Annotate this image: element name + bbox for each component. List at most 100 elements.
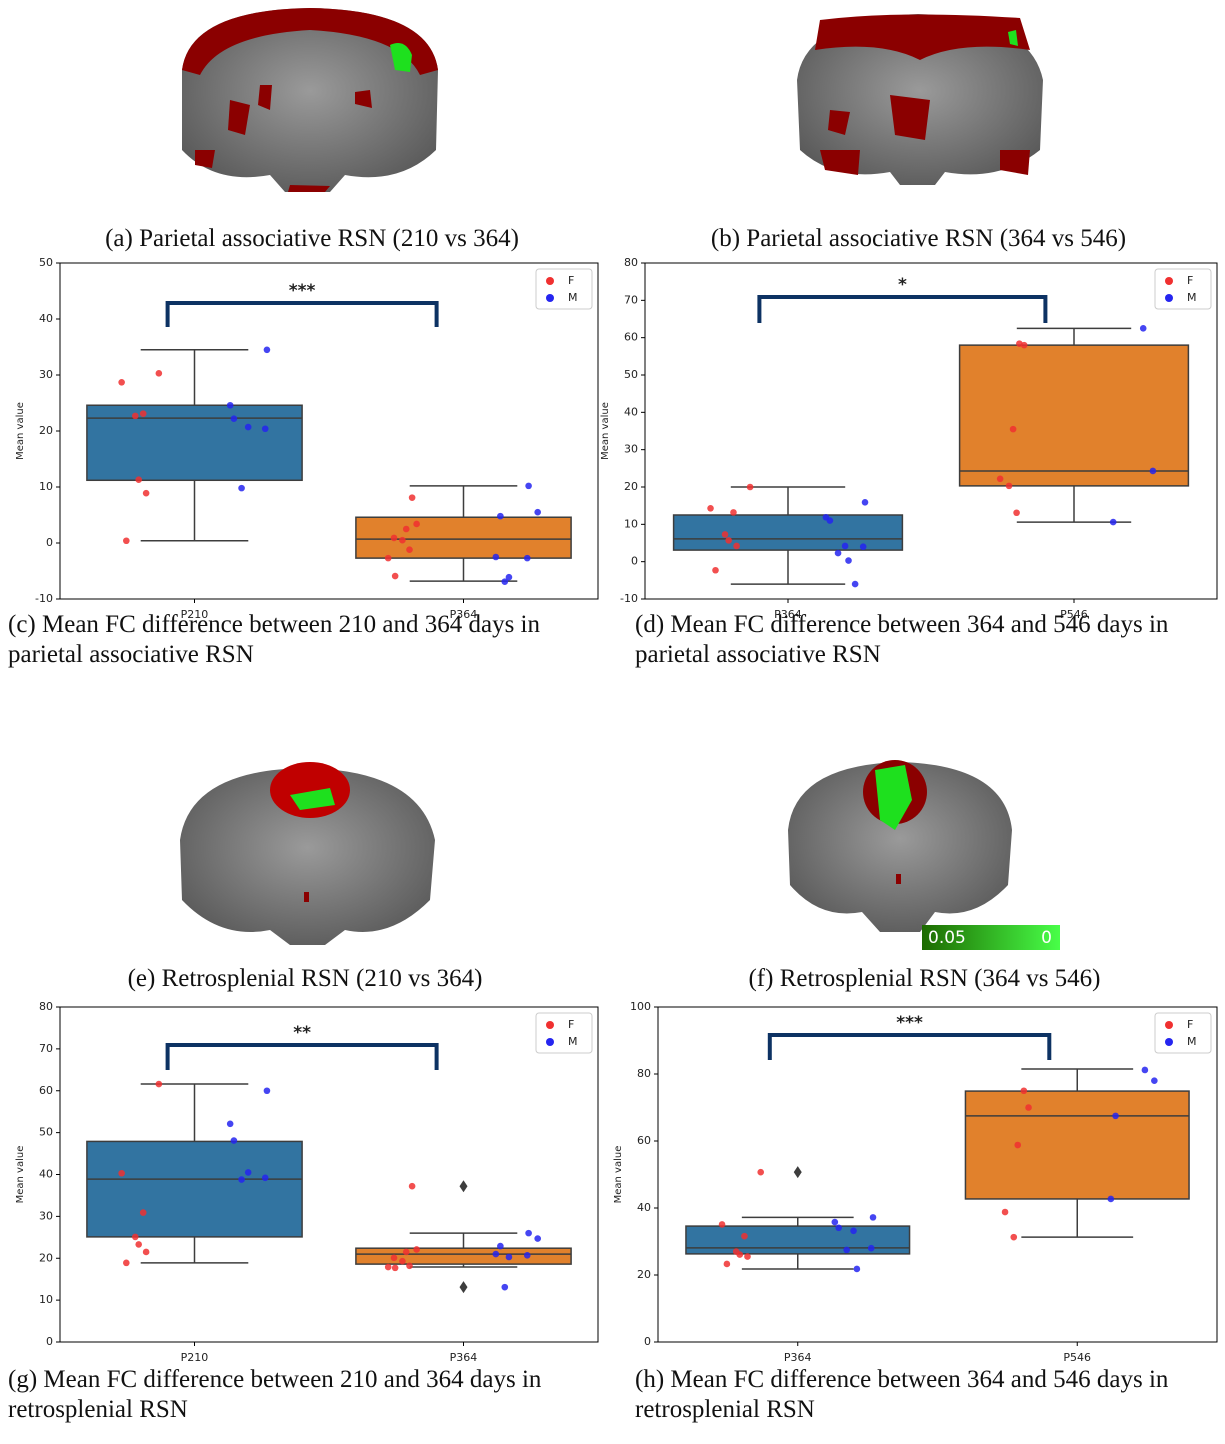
- y-tick-label: 50: [624, 368, 638, 381]
- x-tick-label: P364: [784, 1351, 812, 1364]
- data-point: [413, 1246, 420, 1253]
- significance-label: *: [898, 275, 907, 295]
- legend-label: F: [568, 274, 574, 287]
- data-point: [1013, 509, 1020, 516]
- significance-bracket: [168, 303, 437, 327]
- data-point: [497, 1243, 504, 1250]
- data-point: [835, 550, 842, 557]
- data-point: [264, 1087, 271, 1094]
- significance-bracket: [168, 1045, 437, 1070]
- data-point: [135, 476, 142, 483]
- data-point: [1112, 1113, 1119, 1120]
- data-point: [403, 1249, 410, 1256]
- data-point: [1021, 342, 1028, 349]
- x-tick-label: P210: [181, 1351, 209, 1364]
- colorbar-label: 0.05: [928, 928, 966, 948]
- data-point: [392, 1265, 399, 1272]
- data-point: [123, 537, 130, 544]
- data-point: [118, 379, 125, 386]
- data-point: [143, 490, 150, 497]
- data-point: [757, 1169, 764, 1176]
- data-point: [730, 509, 737, 516]
- data-point: [403, 526, 410, 533]
- legend-label: F: [1187, 274, 1193, 287]
- data-point: [143, 1249, 150, 1256]
- x-tick-label: P546: [1063, 1351, 1091, 1364]
- data-point: [1140, 325, 1147, 332]
- y-tick-label: 80: [624, 256, 638, 269]
- caption: (g) Mean FC difference between 210 and 3…: [8, 1365, 600, 1425]
- legend-box: [536, 269, 592, 309]
- data-point: [1010, 426, 1017, 433]
- flier: [460, 1281, 468, 1293]
- y-tick-label: 70: [39, 1042, 53, 1055]
- data-point: [140, 410, 147, 417]
- data-point: [845, 557, 852, 564]
- data-point: [719, 1221, 726, 1228]
- box: [87, 405, 302, 480]
- data-point: [231, 415, 238, 422]
- y-tick-label: 0: [631, 555, 638, 568]
- box: [87, 1141, 302, 1236]
- data-point: [262, 425, 269, 432]
- data-point: [868, 1245, 875, 1252]
- data-point: [1150, 468, 1157, 475]
- data-point: [1110, 519, 1117, 526]
- data-point: [262, 1175, 269, 1182]
- significance-bracket: [770, 1035, 1050, 1060]
- data-point: [712, 567, 719, 574]
- data-point: [744, 1253, 751, 1260]
- flier: [794, 1166, 802, 1178]
- brain-image-e: [180, 762, 435, 945]
- caption: (c) Mean FC difference between 210 and 3…: [8, 610, 600, 670]
- y-tick-label: 30: [39, 1209, 53, 1222]
- data-point: [534, 509, 541, 516]
- data-point: [413, 521, 420, 528]
- y-tick-label: 60: [624, 331, 638, 344]
- data-point: [832, 1219, 839, 1226]
- data-point: [1021, 1087, 1028, 1094]
- data-point: [245, 1169, 252, 1176]
- data-point: [409, 494, 416, 501]
- data-point: [501, 1284, 508, 1291]
- brain-image-b: [797, 14, 1043, 185]
- y-tick-label: 80: [39, 1000, 53, 1013]
- data-point: [534, 1235, 541, 1242]
- y-tick-label: 40: [637, 1201, 651, 1214]
- data-point: [747, 484, 754, 491]
- significance-label: **: [293, 1023, 311, 1043]
- data-point: [391, 1255, 398, 1262]
- legend-box: [1155, 1013, 1211, 1053]
- legend-label: M: [1187, 1035, 1197, 1048]
- data-point: [501, 578, 508, 585]
- y-tick-label: 10: [39, 1293, 53, 1306]
- box: [965, 1091, 1189, 1199]
- legend-marker: [546, 1038, 554, 1046]
- data-point: [135, 1241, 142, 1248]
- legend-marker: [546, 1021, 554, 1029]
- data-point: [118, 1170, 125, 1177]
- y-tick-label: 60: [39, 1084, 53, 1097]
- y-tick-label: 0: [644, 1335, 651, 1348]
- data-point: [1006, 483, 1013, 490]
- data-point: [140, 1209, 147, 1216]
- y-axis-label: Mean value: [15, 402, 26, 460]
- page: 0.050-1001020304050Mean valueP210P364***…: [0, 0, 1225, 1444]
- legend-label: F: [1187, 1018, 1193, 1031]
- data-point: [493, 1251, 500, 1258]
- data-point: [123, 1260, 130, 1267]
- data-point: [843, 1247, 850, 1254]
- data-point: [156, 370, 163, 377]
- data-point: [736, 1251, 743, 1258]
- data-point: [406, 1262, 413, 1269]
- flier: [460, 1180, 468, 1192]
- legend-marker: [1165, 277, 1173, 285]
- data-point: [132, 413, 139, 420]
- data-point: [1151, 1077, 1158, 1084]
- box: [960, 345, 1189, 486]
- data-point: [525, 483, 532, 490]
- y-tick-label: 20: [624, 480, 638, 493]
- y-tick-label: 50: [39, 1126, 53, 1139]
- y-tick-label: 70: [624, 293, 638, 306]
- box: [356, 1248, 571, 1264]
